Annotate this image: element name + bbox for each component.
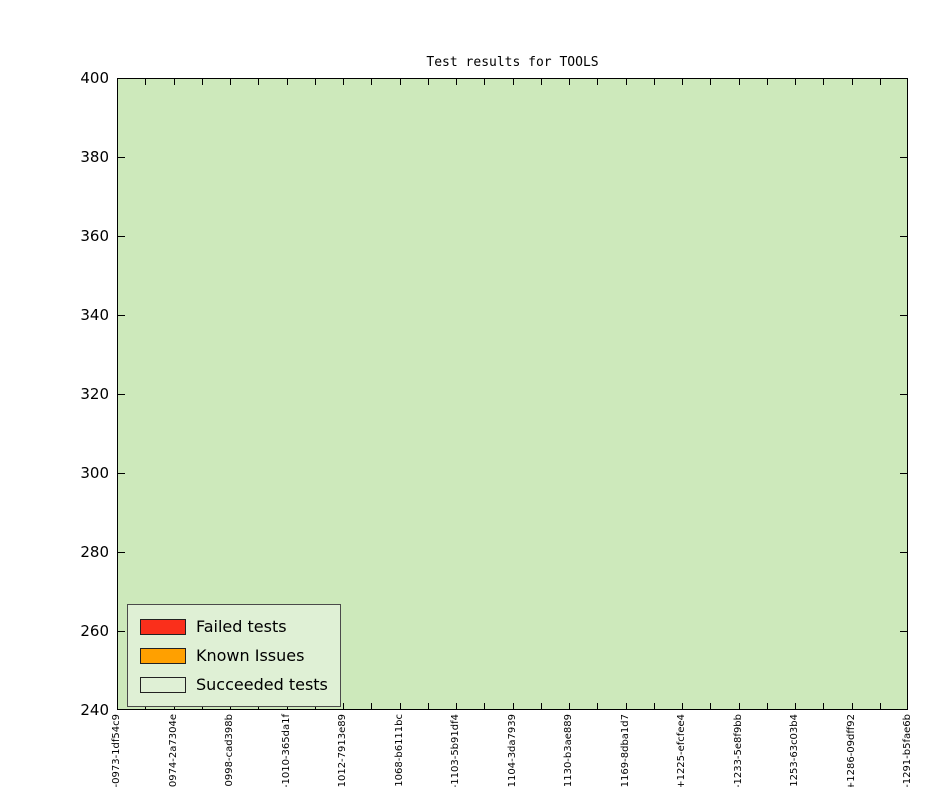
x-tick-label: 0998-cad398b <box>224 714 235 787</box>
x-tick-label: -1233-5e8f9bb <box>732 714 744 787</box>
x-tick-label: 1068-b6111bc <box>393 714 405 787</box>
x-tick-label: -1010-365da1f <box>280 714 292 787</box>
y-tick-label: 320 <box>80 385 109 403</box>
x-tick-label: -1291-b5fae6b <box>902 714 913 787</box>
legend-swatch-icon <box>140 618 186 635</box>
y-tick-label: 260 <box>80 622 109 640</box>
x-tick-label: -1103-5b91df4 <box>450 714 461 787</box>
legend-label: Succeeded tests <box>196 675 328 694</box>
x-tick-label: 0974-2a7304e <box>167 714 179 787</box>
y-tick-label: 400 <box>80 69 109 87</box>
y-tick-label: 280 <box>80 543 109 561</box>
chart-title: Test results for TOOLS <box>426 55 599 70</box>
legend-row: Known Issues <box>140 641 328 670</box>
x-tick-label: +1225-efcfee4 <box>676 714 687 787</box>
x-tick-label: 1253-63c03b4 <box>789 714 800 787</box>
legend-label: Known Issues <box>196 646 305 665</box>
legend: Failed tests Known Issues Succeeded tests <box>127 604 341 707</box>
y-tick-label: 240 <box>80 701 109 719</box>
y-tick-label: 300 <box>80 464 109 482</box>
x-tick-label: 1104-3da7939 <box>506 714 518 787</box>
legend-row: Succeeded tests <box>140 670 328 699</box>
legend-label: Failed tests <box>196 617 287 636</box>
x-tick-label: 1130-b3ae889 <box>563 714 574 787</box>
y-tick-label: 340 <box>80 306 109 324</box>
y-tick-label: 380 <box>80 148 109 166</box>
legend-row: Failed tests <box>140 612 328 641</box>
legend-swatch-icon <box>140 647 186 664</box>
x-tick-label: +1286-09dff92 <box>845 714 857 787</box>
x-tick-label: 1169-8dba1d7 <box>619 714 631 787</box>
legend-swatch-icon <box>140 676 186 693</box>
x-tick-label: 1012-7913e89 <box>337 714 348 787</box>
area-succeeded-tests <box>117 78 908 710</box>
plot-frame <box>117 78 908 710</box>
y-tick-label: 360 <box>80 227 109 245</box>
x-tick-label: -0973-1df54c9 <box>111 714 122 787</box>
